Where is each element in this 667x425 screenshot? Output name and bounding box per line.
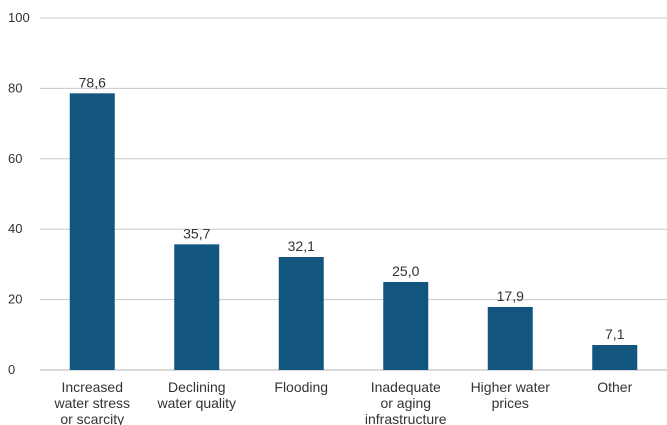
y-tick-label: 40 [8,221,22,236]
x-tick-label: Flooding [274,379,328,395]
y-axis-ticks: 0 20 40 60 80 100 [8,10,30,377]
grid-lines [40,17,667,371]
x-tick-label: water stress [54,395,130,411]
x-tick-label: Inadequate [371,379,441,395]
y-tick-label: 0 [8,362,15,377]
bar [383,282,429,370]
x-tick-label: prices [492,395,529,411]
data-label: 25,0 [392,263,419,279]
x-tick-label: water quality [156,395,236,411]
y-tick-label: 60 [8,151,22,166]
data-label: 7,1 [605,326,625,342]
y-tick-label: 80 [8,80,22,95]
data-label: 32,1 [288,238,315,254]
y-tick-label: 100 [8,10,30,25]
x-tick-label: Other [597,379,632,395]
bar [487,306,533,370]
x-tick-label: Higher water [471,379,551,395]
y-tick-label: 20 [8,292,22,307]
data-label: 35,7 [183,225,210,241]
x-tick-label: or scarcity [60,411,124,425]
bar [174,244,220,370]
x-tick-label: Declining [168,379,226,395]
bar [592,345,638,370]
x-tick-label: or aging [380,395,431,411]
bars [69,93,638,370]
data-label: 17,9 [497,288,524,304]
bar [278,257,324,370]
x-tick-label: Increased [62,379,123,395]
data-label: 78,6 [79,74,106,90]
bar [69,93,115,370]
data-labels: 78,6 35,7 32,1 25,0 17,9 7,1 [79,74,625,342]
x-tick-label: infrastructure [365,411,447,425]
